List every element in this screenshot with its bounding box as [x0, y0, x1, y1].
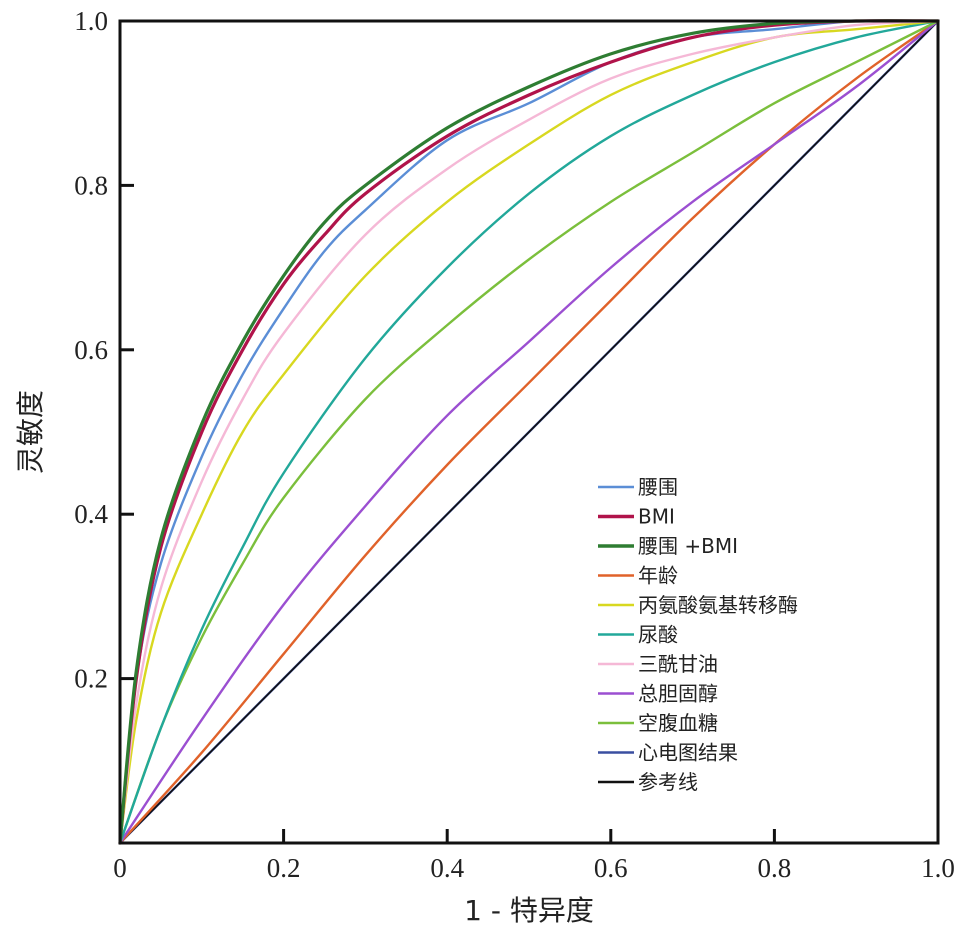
x-axis-title: 1 - 特异度	[464, 894, 594, 927]
series-line-0	[118, 19, 940, 845]
series-line-8	[118, 19, 940, 845]
series-line-7	[118, 19, 940, 845]
series-line-10	[119, 20, 939, 844]
legend-label: 总胆固醇	[638, 682, 718, 706]
legend: 腰围 BMI 腰围 +BMI 年龄丙氨酸氨基转移酶尿酸三酰甘油总胆固醇空腹血糖心电图结…	[598, 475, 798, 794]
legend-label: 空腹血糖	[638, 711, 718, 735]
legend-label: BMI	[638, 505, 675, 529]
legend-label: 丙氨酸氨基转移酶	[638, 593, 798, 617]
series-line-1	[118, 19, 940, 845]
series-line-3	[118, 19, 940, 845]
legend-label: 尿酸	[638, 623, 678, 647]
legend-label: 心电图结果	[638, 741, 738, 765]
legend-label: 三酰甘油	[638, 652, 718, 676]
x-tick-label: 0.6	[594, 853, 628, 883]
plot-frame	[118, 19, 940, 845]
x-tick-label: 0	[113, 853, 127, 883]
series-line-6	[118, 19, 940, 845]
y-axis-title: 灵敏度	[14, 390, 47, 474]
legend-label: 参考线	[638, 770, 698, 794]
x-tick-label: 1.0	[921, 853, 955, 883]
series-line-2	[118, 19, 940, 845]
x-tick-label: 0.2	[267, 853, 301, 883]
y-tick-label: 1.0	[74, 6, 108, 36]
x-tick-label: 0.8	[758, 853, 792, 883]
y-tick-label: 0.4	[74, 499, 108, 529]
legend-label: 腰围 +BMI	[638, 534, 738, 558]
curves-layer	[118, 19, 940, 845]
legend-label: 年龄	[638, 564, 678, 588]
legend-label: 腰围	[638, 475, 678, 499]
x-axis: 0 0.2 0.4 0.6 0.8 1.0	[113, 829, 955, 883]
y-axis: 0.2 0.4 0.6 0.8 1.0	[74, 6, 134, 694]
y-tick-label: 0.2	[74, 664, 108, 694]
series-line-5	[118, 19, 940, 845]
y-tick-label: 0.6	[74, 335, 108, 365]
x-tick-label: 0.4	[430, 853, 464, 883]
y-tick-label: 0.8	[74, 170, 108, 200]
